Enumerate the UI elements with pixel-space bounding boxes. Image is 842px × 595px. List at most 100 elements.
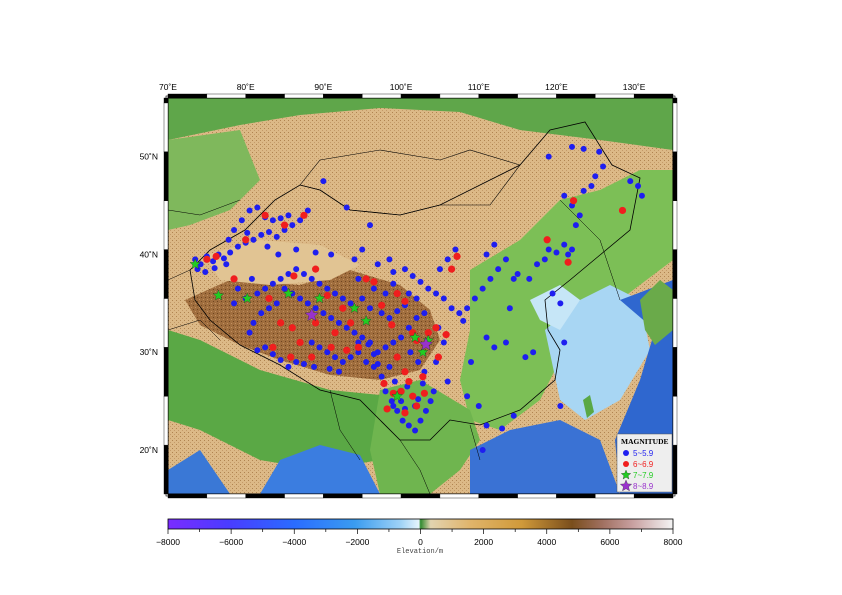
frame-segment-bottom [323,493,363,499]
quake-point [413,402,421,410]
quake-point [316,280,323,287]
quake-point [491,344,498,351]
frame-segment-top [400,93,441,99]
quake-point [288,324,296,332]
quake-point [491,241,498,248]
frame-segment-right [672,102,678,152]
quake-point [328,315,335,321]
colorbar-tick-label: −2000 [345,537,369,547]
quake-point [421,310,428,317]
quake-point [347,354,354,361]
legend-marker [623,461,629,467]
lat-label: 50˚N [140,152,158,162]
quake-point [370,351,377,358]
quake-point [250,236,257,243]
quake-point [293,359,300,365]
frame-segment-bottom [439,493,479,499]
quake-point [430,388,437,395]
frame-segment-left [163,200,169,250]
quake-point [225,236,232,243]
quake-point [453,252,461,260]
taiwan [583,395,594,418]
quake-point [401,266,408,273]
frame-segment-left [163,102,169,152]
quake-point [273,233,280,240]
colorbar-ticks: −8000 −6000 −4000 −2000 0 2000 4000 6000 8000 [156,529,683,547]
quake-point [541,256,548,263]
quake-point [304,300,311,307]
frame-segment-bottom [167,493,208,499]
frame-segment-top [167,93,208,99]
tarim-basin [205,240,360,285]
quake-point [320,310,327,317]
quake-point [297,295,304,302]
quake-point [258,231,265,238]
frame-segment-left [163,151,169,201]
quake-point [320,178,327,185]
colorbar-tick-label: 4000 [537,537,556,547]
frame-segment-right [672,249,678,299]
legend-title: MAGNITUDE [621,437,669,446]
quake-point [569,197,578,205]
quake-point [592,173,599,180]
quake-point [327,343,335,351]
terrain-layer [168,98,673,494]
quake-point [374,360,381,367]
quake-point [210,258,217,265]
quake-point [359,295,366,302]
quake-point [304,207,311,214]
quake-point [386,315,393,321]
quake-point [378,373,385,380]
quake-point [346,319,355,327]
quake-point [231,227,238,233]
frame-segment-bottom [362,493,402,499]
quake-point [510,275,517,282]
frame-segment-bottom [284,493,324,499]
frame-segment-bottom [517,493,557,499]
quake-point [365,341,372,348]
lon-label: 120˚E [545,82,568,92]
quake-point [273,300,280,307]
quake-point [557,300,564,307]
india-lowland [168,330,400,470]
quake-point [526,275,533,282]
quake-point [285,212,292,219]
frame-segment-right [672,151,678,201]
quake-point [475,403,482,409]
quake-point [370,278,378,286]
quake-point [635,183,642,189]
quake-point [343,204,350,211]
quake-point [277,319,285,327]
frame-segment-right [672,200,678,250]
quake-point [405,422,412,429]
quake-point [468,359,474,365]
frame-segment-top [595,93,635,99]
quake-point [367,222,373,229]
quake-point [324,285,331,292]
japan [640,280,673,345]
quake-point [223,261,230,268]
lat-label: 20˚N [140,445,158,455]
quake-point [339,359,346,365]
frame-segment-top [439,93,479,99]
quake-point [588,183,595,189]
quake-point [405,377,413,386]
lon-label: 110˚E [468,82,490,92]
quake-point [407,349,414,356]
colorbar-tick-label: 8000 [664,537,683,547]
frame-segment-bottom [595,493,635,499]
quake-point [280,221,289,229]
quake-point [569,246,575,253]
quake-point [390,269,397,276]
quake-point [347,300,354,307]
quake-point [359,246,366,253]
quake-point [287,353,295,361]
quake-point [339,304,347,312]
quake-point [220,255,227,262]
quake-point [355,275,362,282]
quake-point [254,290,261,297]
magnitude-legend: MAGNITUDE 5~5.9 6~6.9 7~7.9 8~8.9 [616,433,673,493]
quake-point [383,405,391,413]
quake-point [355,339,362,346]
quake-point [285,363,292,370]
